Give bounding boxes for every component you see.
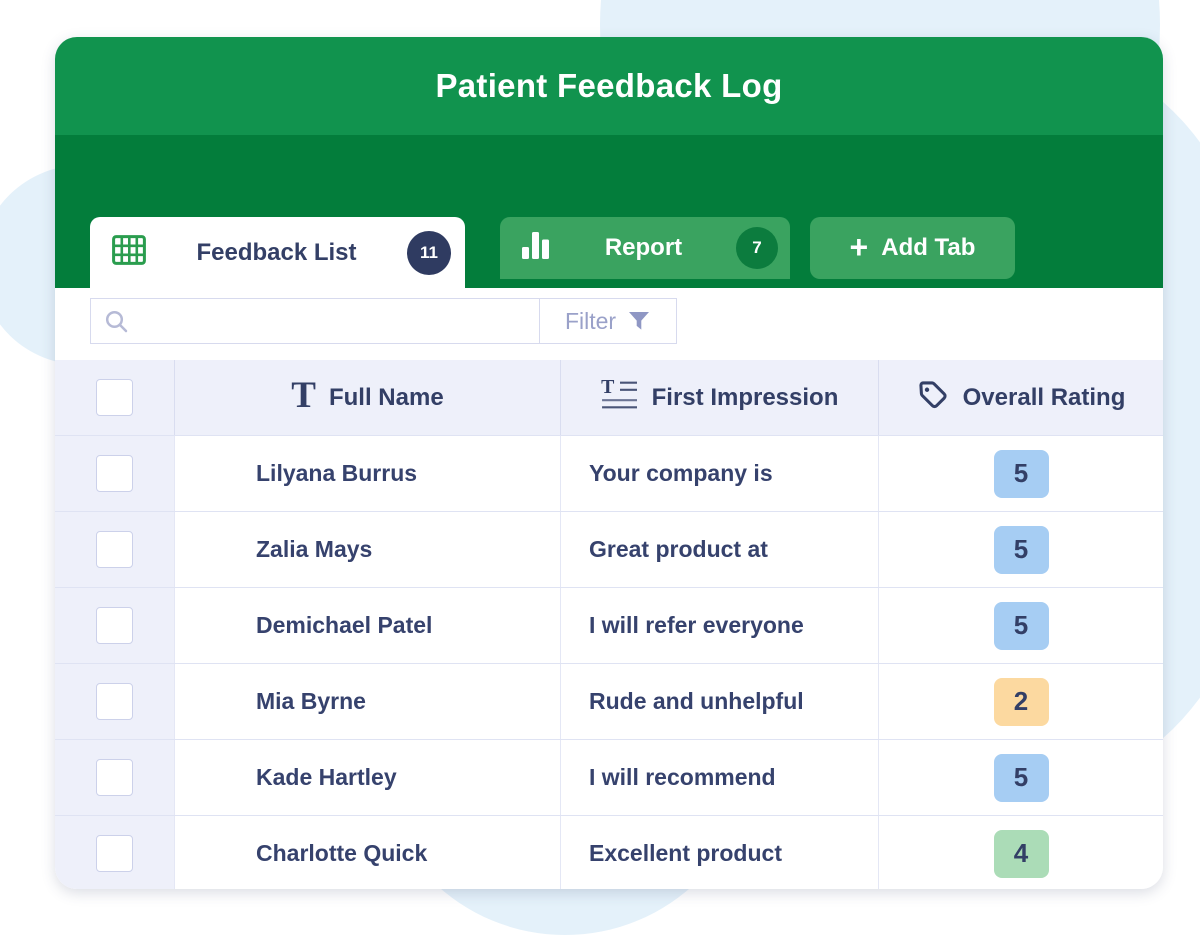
row-select-cell — [55, 436, 175, 511]
tab-count-badge: 11 — [407, 230, 451, 275]
overall-rating-cell[interactable]: 4 — [879, 816, 1163, 889]
tab-label: Feedback List — [196, 238, 357, 266]
row-checkbox[interactable] — [96, 531, 133, 568]
tab-count-badge: 7 — [736, 227, 778, 269]
search-box — [90, 298, 540, 344]
rating-badge: 5 — [993, 601, 1049, 650]
select-all-cell — [55, 360, 175, 435]
table-row: Kade Hartley I will recommend 5 — [55, 740, 1163, 816]
row-select-cell — [55, 588, 175, 663]
first-impression-cell[interactable]: Your company is — [561, 436, 879, 511]
content-area: Filter T Full Name T — [55, 298, 1163, 889]
row-select-cell — [55, 740, 175, 815]
tab-report[interactable]: Report 7 — [500, 217, 790, 279]
toolbar: Filter — [90, 298, 1163, 344]
overall-rating-cell[interactable]: 5 — [879, 512, 1163, 587]
overall-rating-cell[interactable]: 5 — [879, 436, 1163, 511]
full-name-cell[interactable]: Kade Hartley — [175, 740, 561, 815]
search-icon — [104, 309, 129, 339]
page-title: Patient Feedback Log — [435, 67, 783, 104]
first-impression-cell[interactable]: Great product at — [561, 512, 879, 587]
tab-feedback-list[interactable]: Feedback List 11 — [90, 217, 465, 288]
full-name-cell[interactable]: Zalia Mays — [175, 512, 561, 587]
table-row: Lilyana Burrus Your company is 5 — [55, 436, 1163, 512]
plus-icon: + — [849, 228, 869, 265]
row-checkbox[interactable] — [96, 607, 133, 644]
table-grid-icon — [112, 235, 146, 270]
overall-rating-cell[interactable]: 5 — [879, 588, 1163, 663]
long-text-icon: T — [601, 376, 639, 417]
feedback-table: T Full Name T First Impression — [55, 360, 1163, 889]
rating-badge: 5 — [993, 525, 1049, 574]
table-header: T Full Name T First Impression — [55, 360, 1163, 436]
row-select-cell — [55, 512, 175, 587]
filter-button[interactable]: Filter — [538, 298, 677, 344]
row-checkbox[interactable] — [96, 835, 133, 872]
rating-badge: 5 — [993, 449, 1049, 498]
select-all-checkbox[interactable] — [96, 379, 133, 416]
row-select-cell — [55, 816, 175, 889]
first-impression-cell[interactable]: Rude and unhelpful — [561, 664, 879, 739]
first-impression-cell[interactable]: I will recommend — [561, 740, 879, 815]
tag-icon — [917, 379, 950, 417]
tab-label: Add Tab — [881, 234, 976, 261]
overall-rating-cell[interactable]: 2 — [879, 664, 1163, 739]
svg-text:T: T — [601, 378, 614, 398]
filter-funnel-icon — [629, 312, 650, 330]
bar-chart-icon — [520, 230, 551, 266]
table-row: Mia Byrne Rude and unhelpful 2 — [55, 664, 1163, 740]
row-checkbox[interactable] — [96, 759, 133, 796]
search-input[interactable] — [139, 299, 534, 343]
titlebar: Patient Feedback Log — [55, 37, 1163, 135]
overall-rating-cell[interactable]: 5 — [879, 740, 1163, 815]
column-header-first-impression[interactable]: T First Impression — [561, 360, 879, 435]
column-header-overall-rating[interactable]: Overall Rating — [879, 360, 1163, 435]
add-tab-button[interactable]: + Add Tab — [810, 217, 1015, 279]
app-card: Patient Feedback Log Feedback List 11 — [55, 37, 1163, 889]
first-impression-cell[interactable]: Excellent product — [561, 816, 879, 889]
full-name-cell[interactable]: Lilyana Burrus — [175, 436, 561, 511]
table-row: Charlotte Quick Excellent product 4 — [55, 816, 1163, 889]
row-select-cell — [55, 664, 175, 739]
full-name-cell[interactable]: Demichael Patel — [175, 588, 561, 663]
filter-label: Filter — [564, 307, 617, 334]
rating-badge: 5 — [993, 753, 1049, 802]
first-impression-cell[interactable]: I will refer everyone — [561, 588, 879, 663]
full-name-cell[interactable]: Charlotte Quick — [175, 816, 561, 889]
table-row: Demichael Patel I will refer everyone 5 — [55, 588, 1163, 664]
row-checkbox[interactable] — [96, 455, 133, 492]
rating-badge: 2 — [993, 677, 1049, 726]
full-name-cell[interactable]: Mia Byrne — [175, 664, 561, 739]
table-row: Zalia Mays Great product at 5 — [55, 512, 1163, 588]
column-header-full-name[interactable]: T Full Name — [175, 360, 561, 435]
text-icon: T — [291, 375, 316, 416]
tab-bar: Feedback List 11 Report 7 + Add Tab — [55, 135, 1163, 288]
row-checkbox[interactable] — [96, 683, 133, 720]
tab-label: Report — [604, 234, 683, 261]
rating-badge: 4 — [993, 829, 1049, 878]
